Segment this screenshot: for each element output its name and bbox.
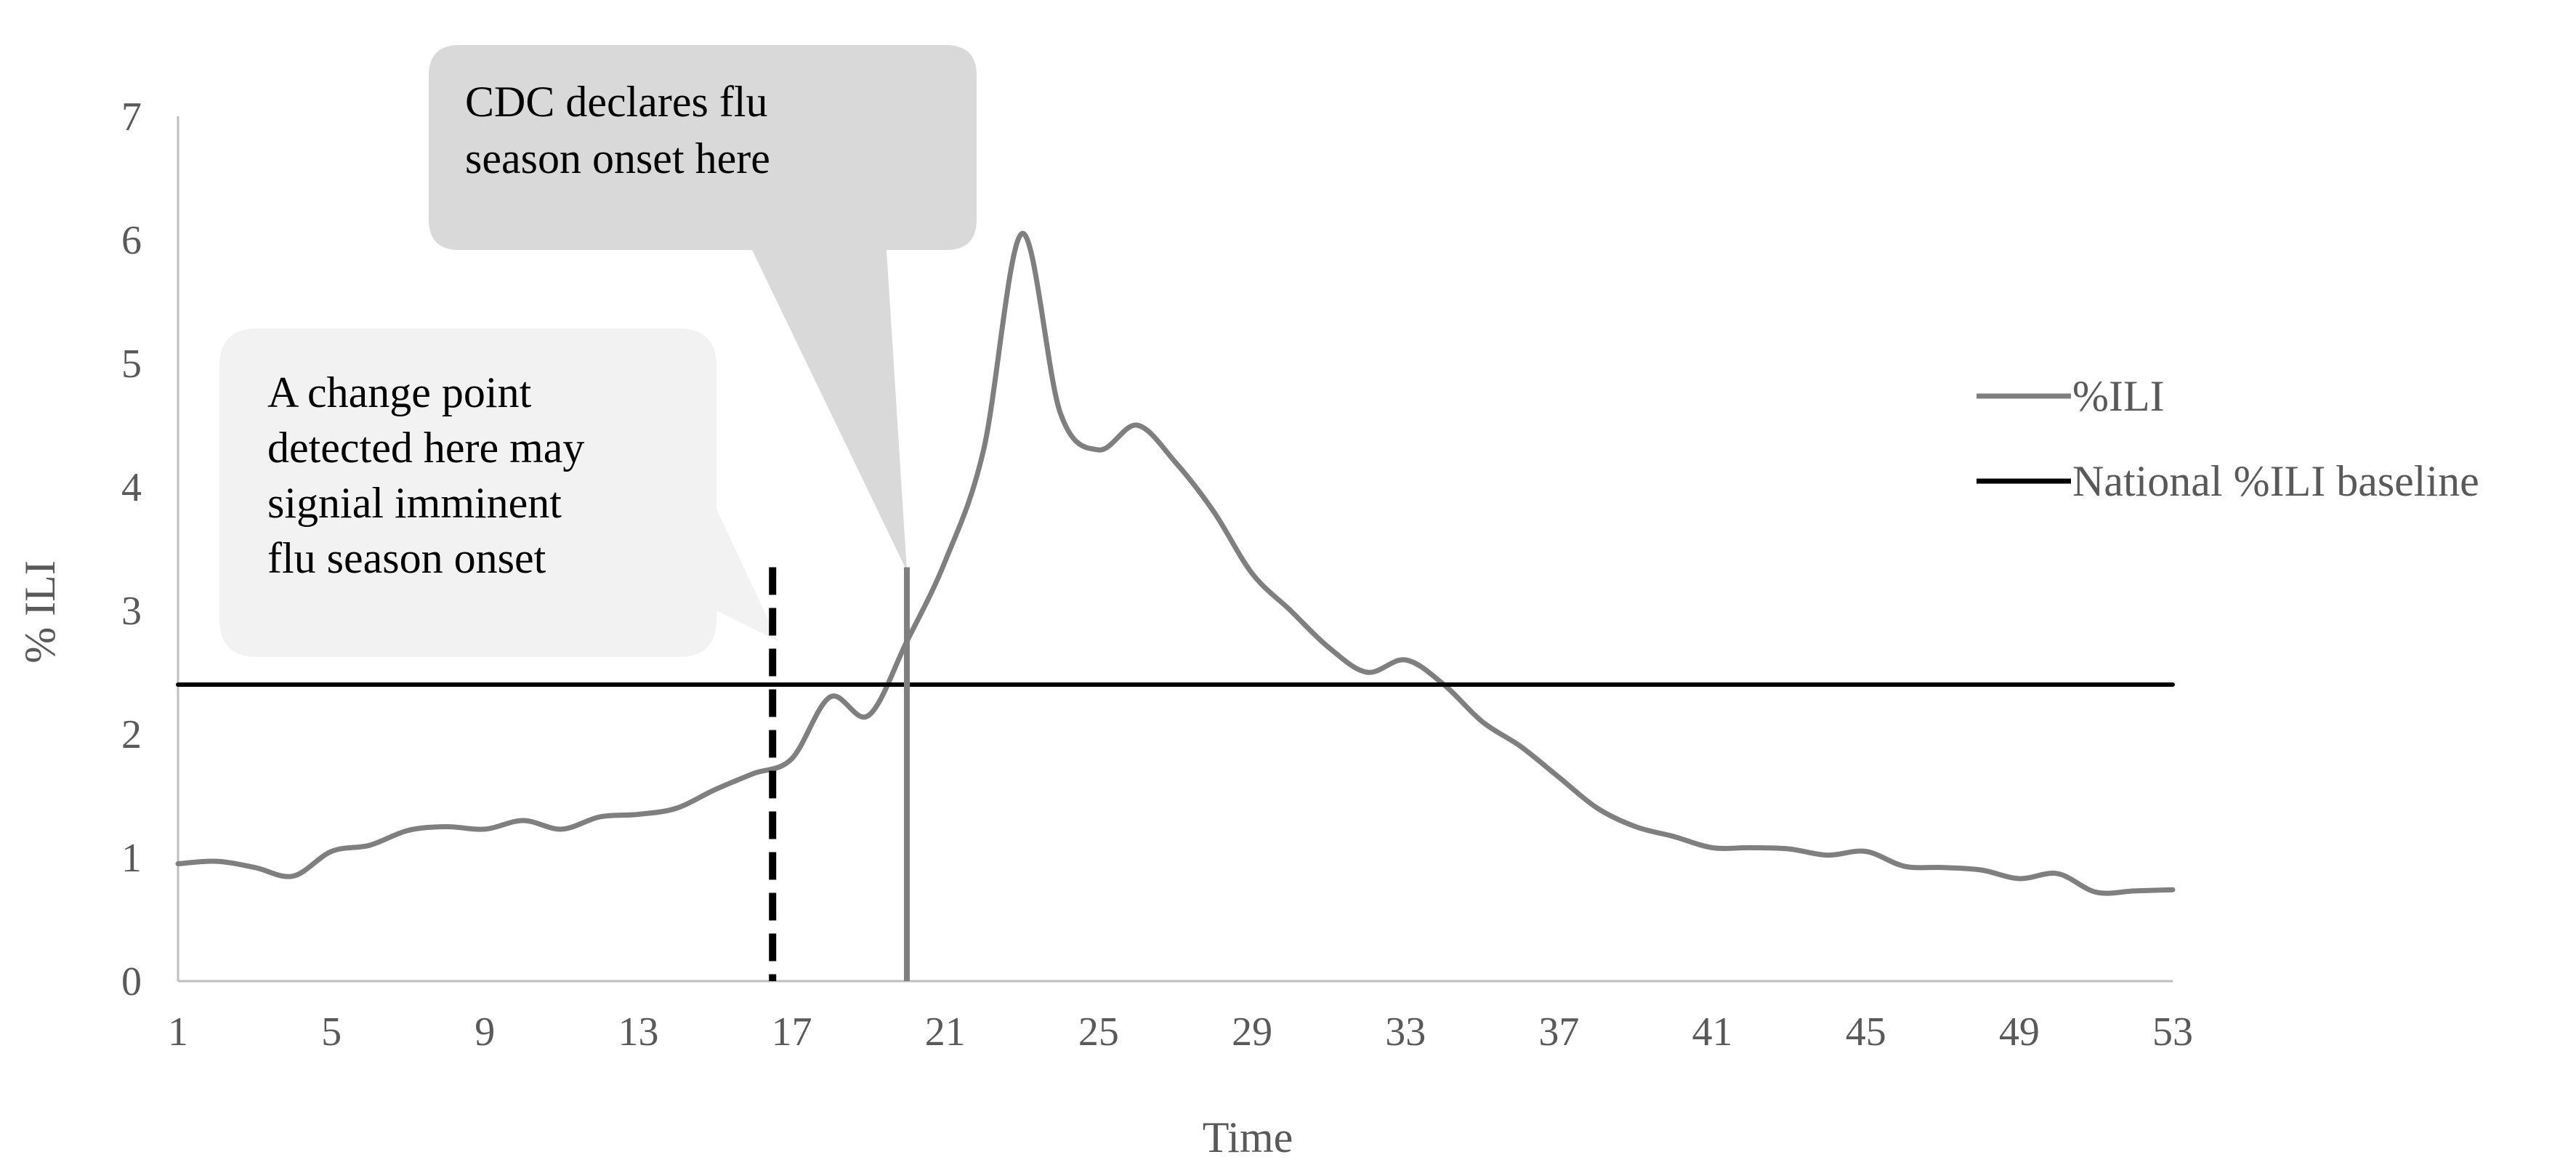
y-axis-ticks: 0 1 2 3 4 5 6 7: [121, 94, 142, 1004]
callout-cdc-line: CDC declares flu: [465, 78, 768, 126]
y-tick-label: 7: [121, 94, 142, 140]
callout-change-line: flu season onset: [267, 534, 546, 582]
y-tick-label: 5: [121, 342, 142, 387]
legend-label-ili: %ILI: [2072, 372, 2165, 420]
y-tick-label: 4: [121, 465, 142, 510]
x-tick-label: 49: [1999, 1009, 2040, 1055]
callout-change-point: A change point detected here may signial i…: [219, 328, 779, 657]
callout-change-bubble: [219, 328, 779, 657]
y-tick-label: 2: [121, 712, 142, 757]
callout-change-line: detected here may: [267, 424, 584, 472]
y-tick-label: 1: [121, 836, 142, 881]
y-tick-label: 3: [121, 589, 142, 634]
x-tick-label: 13: [618, 1009, 658, 1055]
x-tick-label: 53: [2152, 1009, 2193, 1055]
legend-label-baseline: National %ILI baseline: [2072, 457, 2479, 505]
y-tick-label: 6: [121, 218, 142, 263]
callout-cdc-line: season onset here: [465, 134, 770, 182]
callout-cdc-bubble: [429, 45, 977, 571]
callout-change-line: A change point: [267, 368, 532, 416]
x-tick-label: 21: [925, 1009, 966, 1055]
callout-cdc: CDC declares flu season onset here: [429, 45, 977, 571]
x-axis-title: Time: [1203, 1113, 1293, 1161]
legend: %ILI National %ILI baseline: [1977, 372, 2479, 505]
x-tick-label: 9: [475, 1009, 495, 1055]
x-tick-label: 25: [1078, 1009, 1119, 1055]
x-tick-label: 17: [772, 1009, 812, 1055]
x-tick-label: 41: [1692, 1009, 1733, 1055]
callout-change-line: signial imminent: [267, 479, 562, 527]
y-tick-label: 0: [121, 959, 142, 1004]
marker-layer: [769, 567, 910, 981]
x-tick-label: 37: [1538, 1009, 1579, 1055]
x-tick-label: 33: [1385, 1009, 1426, 1055]
x-tick-label: 5: [321, 1009, 342, 1055]
x-tick-label: 45: [1846, 1009, 1886, 1055]
y-axis-title: % ILI: [16, 560, 64, 664]
series-layer: [175, 230, 2176, 896]
x-tick-label: 29: [1232, 1009, 1272, 1055]
series-line-ili: [175, 230, 2176, 896]
callout-cdc-text: CDC declares flu season onset here: [465, 78, 770, 182]
callout-change-text: A change point detected here may signial i…: [267, 368, 584, 582]
x-tick-label: 1: [168, 1009, 188, 1055]
x-axis-ticks: 1 5 9 13 17 21 25 29 33 37 41 45 49 53: [168, 1009, 2193, 1055]
